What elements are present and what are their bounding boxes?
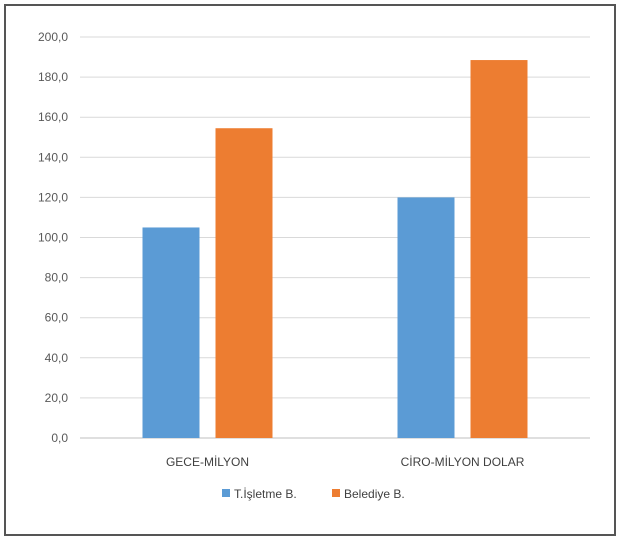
bar-tisletme-1 (397, 197, 455, 438)
x-category-label: GECE-MİLYON (166, 455, 249, 469)
y-tick-label: 100,0 (38, 231, 68, 245)
x-category-label: CİRO-MİLYON DOLAR (401, 455, 525, 469)
legend: T.İşletme B. Belediye B. (222, 487, 405, 501)
bar-belediye-1 (470, 60, 528, 439)
y-tick-label: 200,0 (38, 30, 68, 44)
y-tick-label: 180,0 (38, 70, 68, 84)
y-axis-tick-labels: 0,0 20,0 40,0 60,0 80,0 100,0 120,0 140,0 160,0 1… (38, 30, 68, 445)
x-axis-category-labels: GECE-MİLYON CİRO-MİLYON DOLAR (166, 455, 525, 469)
y-tick-label: 40,0 (45, 351, 69, 365)
y-tick-label: 140,0 (38, 150, 68, 164)
legend-label: Belediye B. (344, 487, 405, 501)
y-tick-label: 60,0 (45, 311, 69, 325)
bar-tisletme-0 (142, 227, 200, 438)
y-tick-label: 80,0 (45, 271, 69, 285)
y-tick-label: 0,0 (51, 431, 68, 445)
y-tick-label: 160,0 (38, 110, 68, 124)
y-tick-label: 120,0 (38, 190, 68, 204)
y-tick-label: 20,0 (45, 391, 69, 405)
legend-label: T.İşletme B. (234, 487, 297, 501)
bar-belediye-0 (215, 128, 273, 439)
bars (142, 60, 528, 439)
legend-swatch (332, 489, 340, 497)
legend-swatch (222, 489, 230, 497)
